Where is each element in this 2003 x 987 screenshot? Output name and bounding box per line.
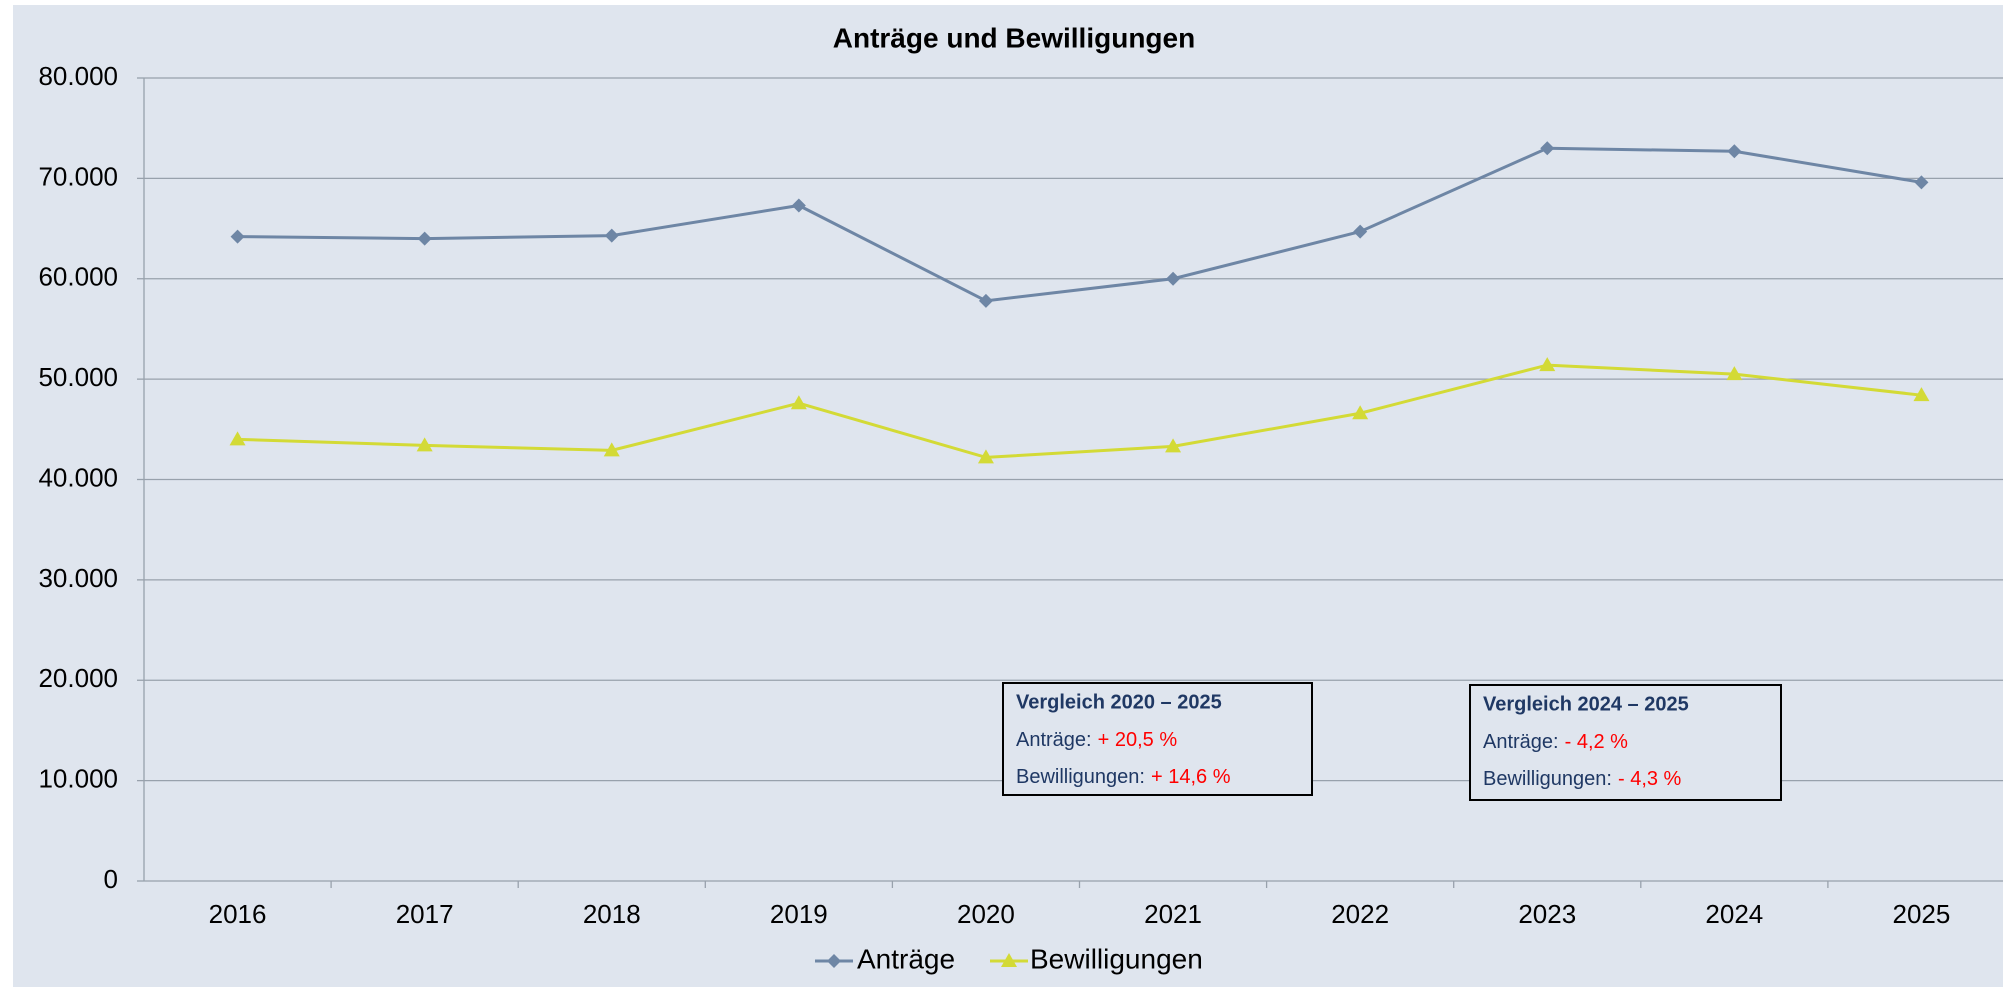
annotation-box	[1002, 682, 1313, 796]
x-tick-label: 2018	[583, 899, 641, 929]
x-tick-label: 2023	[1518, 899, 1576, 929]
annotation-line: Anträge: - 4,2 %	[1483, 731, 1628, 753]
y-tick-label: 80.000	[38, 61, 118, 91]
y-tick-label: 0	[104, 864, 118, 894]
chart-title: Anträge und Bewilligungen	[833, 22, 1195, 53]
marker-diamond	[978, 293, 993, 308]
series-line	[237, 363, 1922, 459]
annotation-label: Bewilligungen:	[1483, 768, 1612, 790]
annotation-label: Anträge:	[1016, 729, 1092, 751]
marker-diamond	[1540, 141, 1555, 156]
annotation-box	[1469, 684, 1782, 801]
marker-triangle	[977, 449, 994, 464]
annotation-title: Vergleich 2020 – 2025	[1016, 691, 1222, 713]
marker-diamond	[1166, 271, 1181, 286]
x-tick-label: 2025	[1893, 899, 1951, 929]
marker-diamond	[1353, 224, 1368, 239]
annotation-title: Vergleich 2024 – 2025	[1483, 693, 1689, 715]
marker-diamond	[827, 954, 841, 968]
y-tick-label: 40.000	[38, 462, 118, 492]
marker-triangle	[1001, 953, 1017, 967]
x-tick-label: 2016	[209, 899, 267, 929]
annotation-line: Bewilligungen: - 4,3 %	[1483, 768, 1682, 790]
y-tick-label: 20.000	[38, 663, 118, 693]
annotation-label: Anträge:	[1483, 731, 1559, 753]
legend-label: Bewilligungen	[1030, 943, 1203, 974]
x-tick-label: 2019	[770, 899, 828, 929]
marker-triangle	[603, 442, 620, 457]
marker-diamond	[417, 231, 432, 246]
annotation-line: Anträge: + 20,5 %	[1016, 729, 1177, 751]
y-tick-label: 60.000	[38, 262, 118, 292]
marker-triangle	[416, 437, 433, 452]
marker-diamond	[1727, 144, 1742, 159]
y-tick-label: 50.000	[38, 362, 118, 392]
x-tick-label: 2017	[396, 899, 454, 929]
x-tick-label: 2022	[1331, 899, 1389, 929]
marker-triangle	[1352, 405, 1369, 420]
x-tick-label: 2020	[957, 899, 1015, 929]
x-tick-label: 2021	[1144, 899, 1202, 929]
marker-diamond	[791, 198, 806, 213]
marker-triangle	[1726, 366, 1743, 381]
annotation-label: Bewilligungen:	[1016, 766, 1145, 788]
marker-triangle	[790, 395, 807, 410]
annotation-value: + 20,5 %	[1098, 729, 1178, 751]
series-line	[237, 146, 1922, 303]
marker-triangle	[1539, 357, 1556, 372]
y-tick-label: 70.000	[38, 161, 118, 191]
y-tick-label: 30.000	[38, 563, 118, 593]
annotation-value: - 4,3 %	[1618, 768, 1682, 790]
x-tick-label: 2024	[1705, 899, 1763, 929]
annotation-line: Bewilligungen: + 14,6 %	[1016, 766, 1231, 788]
marker-diamond	[230, 229, 245, 244]
marker-triangle	[1165, 438, 1182, 453]
legend-label: Anträge	[857, 943, 955, 974]
marker-triangle	[1913, 387, 1930, 402]
marker-diamond	[1914, 175, 1929, 190]
marker-diamond	[604, 228, 619, 243]
annotation-value: + 14,6 %	[1151, 766, 1231, 788]
annotation-value: - 4,2 %	[1565, 731, 1629, 753]
chart-background	[13, 5, 2003, 987]
y-tick-label: 10.000	[38, 764, 118, 794]
marker-triangle	[229, 431, 246, 446]
